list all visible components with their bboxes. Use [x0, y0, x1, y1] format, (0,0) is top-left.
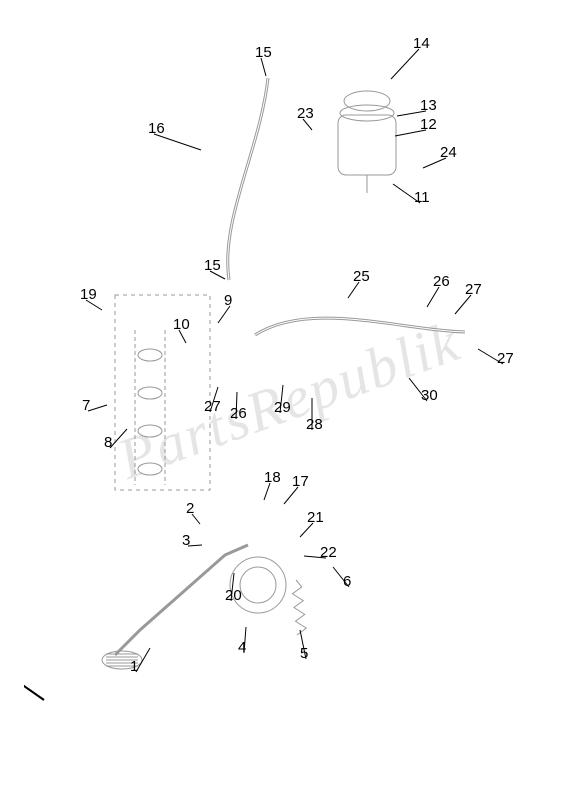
callout-label: 21 — [307, 509, 324, 526]
callout-label: 5 — [300, 645, 308, 662]
callout-label: 29 — [274, 399, 291, 416]
callout-label: 1 — [130, 658, 138, 675]
callout-label: 26 — [433, 273, 450, 290]
callout-label: 10 — [173, 316, 190, 333]
callout-label: 11 — [414, 189, 430, 206]
callout-label: 30 — [421, 387, 438, 404]
callout-label: 15 — [204, 257, 221, 274]
callout-label: 16 — [148, 120, 165, 137]
callout-label: 18 — [264, 469, 281, 486]
callout-label: 9 — [224, 292, 232, 309]
callout-label: 6 — [343, 573, 351, 590]
callout-label: 14 — [413, 35, 430, 52]
callout-label: 7 — [82, 397, 90, 414]
callout-label: 12 — [420, 116, 437, 133]
callout-label: 20 — [225, 587, 242, 604]
callout-label: 27 — [497, 350, 514, 367]
callout-label: 2 — [186, 500, 194, 517]
callout-label: 15 — [255, 44, 272, 61]
callout-label: 17 — [292, 473, 309, 490]
callout-label: 8 — [104, 434, 112, 451]
callout-label: 13 — [420, 97, 437, 114]
callout-label: 19 — [80, 286, 97, 303]
callout-label: 27 — [465, 281, 482, 298]
callout-label: 4 — [238, 639, 246, 656]
direction-arrow — [24, 680, 124, 760]
callout-label: 22 — [320, 544, 337, 561]
callout-label: 24 — [440, 144, 457, 161]
callout-label: 28 — [306, 416, 323, 433]
callout-label: 3 — [182, 532, 190, 549]
callout-label: 27 — [204, 398, 221, 415]
callout-label: 23 — [297, 105, 314, 122]
callout-label: 25 — [353, 268, 370, 285]
callout-label: 26 — [230, 405, 247, 422]
